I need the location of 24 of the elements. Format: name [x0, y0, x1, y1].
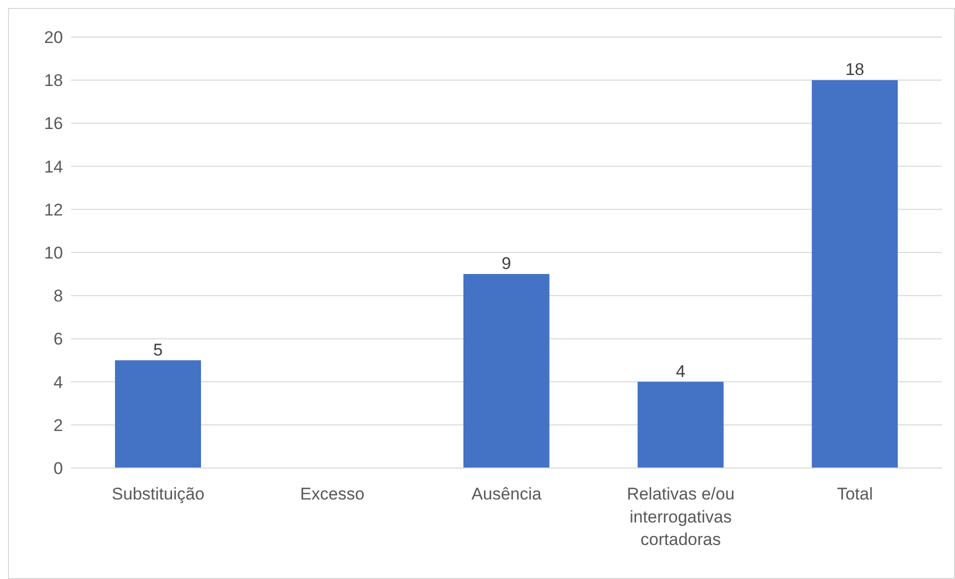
y-tick-label: 4: [54, 372, 63, 392]
data-label: 9: [502, 254, 512, 274]
x-tick-label: Excesso: [300, 484, 364, 504]
y-tick-label: 2: [54, 416, 63, 435]
y-tick-label: 12: [44, 200, 63, 220]
bar: [463, 274, 550, 468]
bar: [638, 382, 724, 468]
x-tick-label: Substituição: [112, 484, 204, 504]
y-tick-label: 16: [44, 114, 63, 134]
y-tick-label: 20: [44, 28, 63, 48]
y-tick-label: 6: [54, 330, 63, 349]
x-tick-label: Total: [836, 484, 873, 504]
y-tick-label: 18: [44, 71, 63, 90]
data-label: 4: [676, 362, 686, 381]
data-label: 5: [153, 340, 163, 360]
bar: [812, 80, 898, 468]
x-tick-label: Ausência: [472, 484, 542, 504]
x-tick-label: Relativas e/ou interrogativas cortadoras: [626, 484, 735, 550]
data-label: 18: [845, 60, 864, 80]
bar: [115, 360, 201, 468]
y-tick-label: 14: [44, 157, 63, 176]
y-tick-label: 8: [54, 286, 63, 306]
y-tick-label: 0: [54, 459, 63, 478]
y-tick-label: 10: [44, 244, 63, 263]
